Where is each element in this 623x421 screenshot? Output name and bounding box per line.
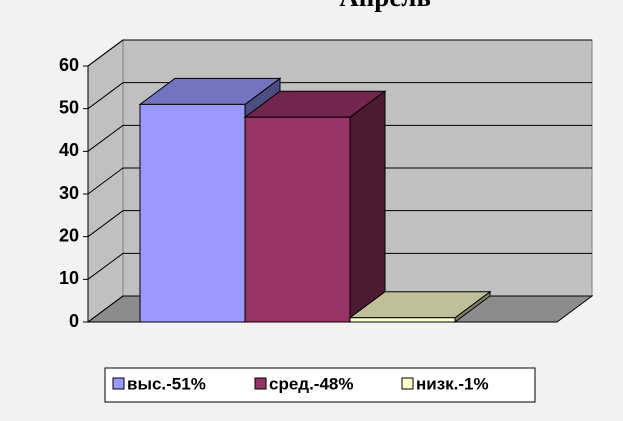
- y-tick-label: 20: [59, 225, 79, 245]
- grid-line: [87, 252, 124, 280]
- legend-label: сред.-48%: [269, 374, 354, 393]
- legend: выс.-51% сред.-48% низк.-1%: [112, 374, 489, 393]
- y-tick-label: 50: [59, 97, 79, 117]
- legend-label: выс.-51%: [127, 374, 206, 393]
- legend-swatch: [112, 377, 125, 390]
- grid-line: [87, 210, 124, 238]
- bar: [244, 116, 351, 323]
- y-tick-label: 40: [59, 140, 79, 160]
- plot: 0 10 20 30 40 50 60: [59, 39, 594, 331]
- y-axis: [87, 39, 124, 67]
- y-tick-label: 30: [59, 183, 79, 203]
- legend-box: [104, 367, 536, 403]
- chart-title: Апрель: [339, 0, 430, 12]
- bar: [139, 103, 246, 323]
- y-tick-label: 10: [59, 268, 79, 288]
- bar-side: [349, 90, 386, 323]
- legend-label: низк.-1%: [416, 374, 489, 393]
- bar: [349, 317, 456, 323]
- grid-line: [87, 124, 124, 152]
- y-tick-label: 60: [59, 55, 79, 75]
- grid-line: [87, 295, 124, 323]
- grid-line: [87, 167, 124, 195]
- y-tick-label: 0: [69, 311, 79, 331]
- legend-swatch: [401, 377, 414, 390]
- grid-line: [87, 82, 124, 110]
- legend-swatch: [254, 377, 267, 390]
